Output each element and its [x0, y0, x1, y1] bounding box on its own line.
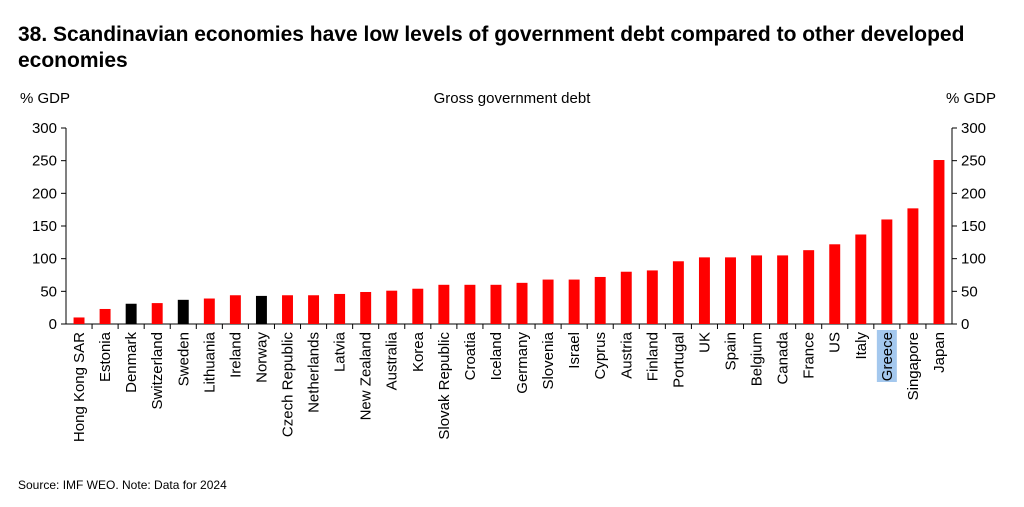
bar	[177, 299, 189, 324]
y-tick-label-left: 300	[32, 120, 57, 137]
y-tick-label-left: 0	[49, 316, 57, 333]
bar	[151, 303, 163, 324]
bar	[698, 257, 710, 324]
bar	[725, 257, 736, 324]
bar	[568, 279, 580, 324]
category-label: Netherlands	[306, 332, 323, 413]
chart-bars	[73, 160, 945, 324]
category-label: France	[801, 332, 818, 379]
y-tick-label-left: 200	[32, 185, 57, 202]
bar	[464, 284, 476, 324]
bar	[542, 279, 554, 324]
chart-subtitle: Gross government debt	[433, 90, 591, 107]
y-tick-label-left: 50	[40, 283, 57, 300]
bar	[881, 219, 893, 324]
bar	[516, 282, 528, 324]
bar	[933, 160, 945, 324]
category-label: Ireland	[227, 332, 244, 378]
y-tick-label-right: 100	[961, 251, 986, 268]
bar	[412, 288, 424, 324]
category-label: Switzerland	[149, 332, 166, 410]
category-label: Cyprus	[592, 332, 609, 380]
bar	[646, 270, 658, 324]
left-axis-unit: % GDP	[20, 90, 71, 107]
category-label: Czech Republic	[280, 332, 297, 438]
bar	[490, 284, 502, 324]
category-label: Lithuania	[201, 331, 218, 393]
label-highlight	[876, 330, 897, 382]
y-tick-label-left: 250	[32, 153, 57, 170]
bar	[334, 293, 346, 324]
category-label: Japan	[931, 332, 948, 373]
bar	[907, 208, 919, 324]
chart-title: 38. Scandinavian economies have low leve…	[18, 23, 965, 72]
bar	[308, 295, 320, 324]
category-label: Spain	[723, 332, 740, 370]
y-tick-label-right: 250	[961, 153, 986, 170]
category-label: Iceland	[488, 332, 505, 380]
category-label: US	[827, 332, 844, 353]
bar	[360, 291, 372, 324]
y-tick-label-right: 0	[961, 316, 969, 333]
category-label: Denmark	[123, 332, 140, 393]
category-label: Belgium	[749, 332, 766, 386]
bar	[229, 295, 241, 324]
bar	[620, 271, 632, 324]
category-label: Croatia	[462, 331, 479, 380]
category-label: Portugal	[670, 332, 687, 388]
y-tick-label-right: 150	[961, 218, 986, 235]
bar	[438, 284, 450, 324]
bar	[73, 317, 85, 324]
category-label: New Zealand	[358, 332, 375, 420]
category-label: Hong Kong SAR	[71, 332, 88, 442]
bar	[386, 290, 398, 324]
bar	[829, 244, 841, 324]
bar	[777, 255, 789, 324]
category-label: Slovak Republic	[436, 332, 453, 440]
source-note: Source: IMF WEO. Note: Data for 2024	[18, 478, 227, 492]
bar	[125, 303, 137, 324]
y-tick-label-left: 100	[32, 251, 57, 268]
category-label: UK	[696, 332, 713, 353]
category-label: Latvia	[332, 331, 349, 372]
bar	[282, 295, 293, 324]
chart-axes: 0 0 50 50 100 100 150 150 200 200 250 250 300 300	[32, 120, 986, 333]
right-axis-unit: % GDP	[945, 90, 996, 107]
bar	[855, 234, 867, 324]
category-label: Italy	[853, 332, 870, 360]
bar	[203, 298, 215, 324]
bar	[99, 308, 111, 324]
y-tick-label-right: 200	[961, 185, 986, 202]
category-label: Canada	[775, 331, 792, 384]
category-label: Estonia	[97, 331, 114, 382]
bar	[751, 255, 763, 324]
category-label: Sweden	[175, 332, 192, 386]
y-tick-label-right: 300	[961, 120, 986, 137]
category-label: Israel	[566, 332, 583, 369]
category-label: Singapore	[905, 332, 922, 400]
category-label: Australia	[384, 331, 401, 390]
category-label: Austria	[618, 331, 635, 378]
category-label: Germany	[514, 332, 531, 394]
bar	[594, 276, 606, 324]
category-labels: Hong Kong SAR Estonia Denmark Switzerland Sw…	[71, 330, 948, 442]
category-label: Norway	[253, 332, 270, 383]
bar	[255, 295, 267, 324]
y-tick-label-left: 150	[32, 218, 57, 235]
category-label: Greece	[879, 332, 896, 381]
category-label: Slovenia	[540, 331, 557, 389]
bar	[803, 250, 815, 324]
bar	[672, 261, 684, 324]
category-label: Finland	[644, 332, 661, 381]
category-label: Korea	[410, 331, 427, 372]
y-tick-label-right: 50	[961, 283, 978, 300]
